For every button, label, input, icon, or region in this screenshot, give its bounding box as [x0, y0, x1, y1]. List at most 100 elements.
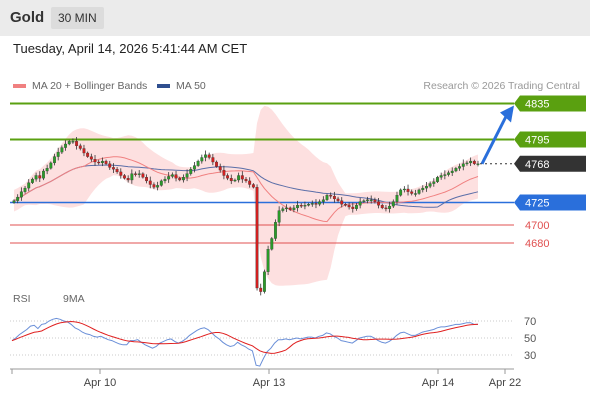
candle-body: [240, 175, 244, 180]
candle-body: [189, 169, 193, 174]
candle-body: [27, 182, 31, 189]
candle: [332, 191, 336, 203]
candle-body: [82, 148, 86, 154]
candle: [123, 174, 126, 180]
timeframe-badge[interactable]: 30 MIN: [51, 7, 104, 29]
candle: [274, 219, 277, 242]
candle-body: [97, 161, 101, 164]
candle: [104, 159, 108, 166]
candle: [343, 202, 347, 207]
candle-body: [75, 141, 79, 146]
level-label-4700: 4700: [525, 220, 549, 232]
candle: [174, 171, 178, 182]
candle-body: [384, 207, 388, 210]
candle: [476, 160, 480, 167]
legend-ma50: MA 50: [157, 80, 206, 92]
rsi-tick-70: 70: [524, 316, 536, 328]
candle-body: [281, 208, 285, 211]
candle-body: [204, 154, 207, 158]
candle-body: [152, 184, 156, 188]
candle: [130, 169, 134, 184]
candle: [93, 154, 97, 166]
candle: [30, 177, 34, 184]
candle: [82, 144, 86, 157]
candle-body: [329, 195, 333, 197]
candle: [329, 192, 333, 199]
candle-body: [93, 159, 97, 163]
bollinger-band: [14, 105, 478, 286]
ma50-swatch: [157, 84, 170, 88]
candle-body: [193, 165, 196, 170]
candle-body: [340, 200, 344, 205]
candle: [12, 199, 16, 204]
candle-body: [104, 160, 108, 164]
candle-body: [373, 199, 377, 202]
candle-body: [38, 175, 42, 179]
candle-body: [307, 204, 311, 206]
candle: [156, 181, 160, 191]
level-badge-4795: [514, 131, 586, 148]
candle-body: [211, 157, 215, 163]
candle: [450, 167, 454, 176]
candle: [421, 185, 425, 193]
candle: [377, 198, 381, 209]
candle: [97, 159, 101, 165]
candle-body: [366, 199, 369, 201]
candle-body: [428, 183, 432, 187]
timestamp: Tuesday, April 14, 2026 5:41:44 AM CET: [13, 41, 248, 56]
candle-body: [362, 200, 366, 202]
candle: [417, 188, 421, 195]
level-label-4835: 4835: [525, 99, 549, 111]
level-label-4768: 4768: [525, 159, 549, 171]
candle-body: [288, 207, 292, 210]
ma50-label: MA 50: [176, 80, 206, 92]
candle-body: [343, 204, 347, 206]
candle-body: [285, 207, 288, 210]
candle-body: [377, 201, 381, 206]
candle: [288, 206, 292, 211]
candle: [196, 159, 200, 167]
candle: [137, 170, 141, 178]
candle: [237, 172, 241, 183]
candle-body: [170, 174, 174, 177]
candle-body: [443, 174, 447, 176]
candle: [134, 171, 137, 177]
candle-body: [262, 271, 266, 292]
candle: [27, 179, 31, 192]
level-badge-4768: [514, 155, 586, 172]
candle: [472, 159, 476, 166]
ma50-line: [13, 164, 479, 208]
candle: [38, 171, 42, 182]
candle: [115, 167, 119, 174]
level-label-4795: 4795: [525, 135, 549, 147]
candle: [318, 199, 322, 207]
candle-body: [23, 187, 27, 192]
candle-body: [399, 189, 403, 196]
candle: [45, 164, 49, 175]
candle: [314, 199, 318, 209]
candle-body: [237, 175, 241, 181]
candle: [358, 198, 362, 209]
candle: [369, 195, 373, 204]
candle: [384, 205, 388, 212]
legend-rsi: RSI: [13, 293, 31, 305]
candle-body: [115, 169, 119, 173]
candle: [340, 197, 344, 208]
candle: [248, 177, 252, 188]
candle-body: [259, 287, 263, 292]
candle: [42, 168, 45, 181]
candle-body: [296, 205, 299, 209]
candle: [181, 174, 185, 183]
candle: [325, 193, 329, 202]
rsi-tick-50: 50: [524, 333, 536, 345]
candle-body: [358, 201, 362, 206]
candle: [388, 201, 392, 213]
candle: [211, 153, 215, 166]
candle-body: [454, 168, 458, 172]
level-badge-4725: [514, 194, 586, 211]
candle-body: [450, 170, 454, 173]
candle: [465, 160, 469, 166]
candle: [86, 151, 90, 158]
candle-body: [215, 161, 218, 167]
